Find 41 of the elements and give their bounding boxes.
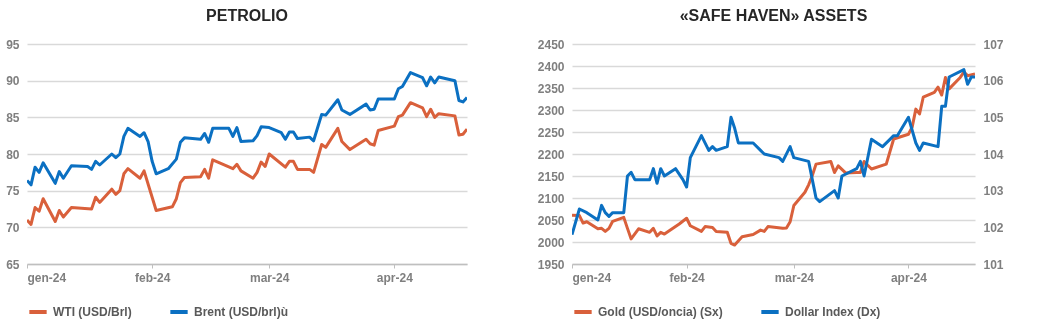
y2-tick-label: 104 (983, 147, 1004, 162)
y2-tick-label: 102 (983, 220, 1004, 235)
y2-tick-label: 103 (983, 184, 1004, 199)
y-tick-label: 65 (6, 257, 20, 272)
legend-label: Dollar Index (Dx) (785, 305, 881, 319)
y-tick-label: 80 (6, 147, 20, 162)
legend-label: Brent (USD/brl)ù (194, 305, 288, 319)
y-tick-label: 75 (6, 184, 20, 199)
legend-label: Gold (USD/oncia) (Sx) (598, 305, 723, 319)
x-tick-label: mar-24 (774, 270, 815, 285)
chart-title: «SAFE HAVEN» ASSETS (679, 7, 868, 24)
line-series (27, 71, 467, 187)
y2-tick-label: 107 (983, 37, 1004, 52)
y2-tick-label: 101 (983, 257, 1004, 272)
x-tick-label: apr-24 (376, 270, 414, 285)
y-tick-label: 2150 (537, 169, 565, 184)
x-tick-label: gen-24 (572, 270, 612, 285)
y-tick-label: 2350 (537, 81, 565, 96)
x-tick-label: mar-24 (250, 270, 290, 285)
y2-tick-label: 105 (983, 110, 1004, 125)
y-tick-label: 2200 (537, 147, 565, 162)
y2-tick-label: 106 (983, 74, 1004, 89)
x-tick-label: feb-24 (134, 270, 171, 285)
y-tick-label: 2050 (537, 213, 565, 228)
x-tick-label: apr-24 (890, 270, 928, 285)
y-tick-label: 85 (6, 110, 20, 125)
line-series (27, 101, 467, 226)
x-tick-label: gen-24 (27, 270, 67, 285)
y-tick-label: 2400 (537, 59, 565, 74)
y-tick-label: 70 (6, 220, 20, 235)
y-tick-label: 90 (6, 74, 20, 89)
y-tick-label: 2250 (537, 125, 565, 140)
y-tick-label: 1950 (537, 257, 565, 272)
y-tick-label: 2000 (537, 235, 565, 250)
y-tick-label: 95 (6, 37, 20, 52)
x-tick-label: feb-24 (669, 270, 706, 285)
chart-title: PETROLIO (206, 7, 288, 24)
y-tick-label: 2100 (537, 191, 565, 206)
y-tick-label: 2450 (537, 37, 565, 52)
legend-label: WTI (USD/Brl) (53, 305, 132, 319)
y-tick-label: 2300 (537, 103, 565, 118)
